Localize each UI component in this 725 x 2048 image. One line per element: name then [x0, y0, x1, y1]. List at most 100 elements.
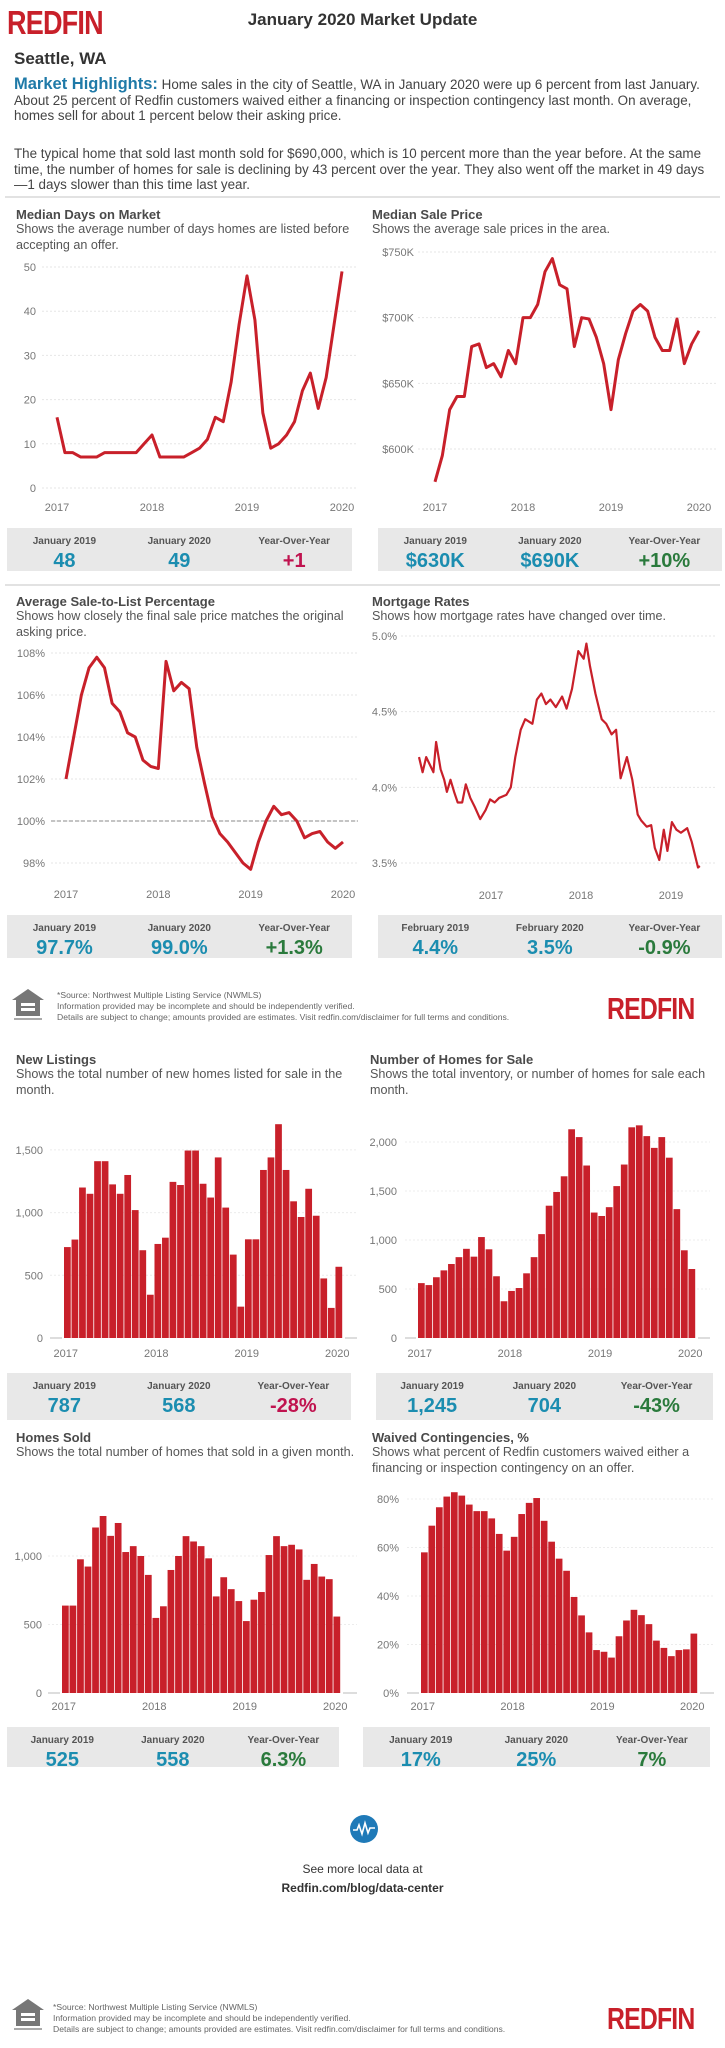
chart-subtitle: Shows how closely the final sale price m…	[16, 609, 344, 639]
data-center-pulse-icon[interactable]	[350, 1815, 378, 1843]
bar	[428, 1525, 436, 1693]
bar	[643, 1136, 651, 1338]
stat-label: January 2020	[504, 1735, 569, 1746]
stat-value: 704	[527, 1395, 562, 1417]
y-tick-label: 98%	[23, 858, 45, 870]
bar	[525, 1502, 533, 1693]
bar	[335, 1266, 343, 1338]
bar	[675, 1650, 683, 1693]
stat-value: 25%	[516, 1749, 557, 1771]
y-tick-label: 3.5%	[372, 858, 397, 870]
bar	[635, 1125, 643, 1338]
chart-title: Homes Sold	[16, 1430, 92, 1445]
stat-value: 568	[162, 1395, 196, 1417]
y-tick-label: $750K	[382, 247, 414, 259]
bar	[680, 1250, 688, 1338]
stat-year-over-year: Year-Over-Year -0.9%	[607, 915, 722, 960]
stat-value: -28%	[270, 1395, 317, 1417]
y-tick-label: 0	[36, 1688, 42, 1700]
bar	[86, 1193, 94, 1338]
bar	[69, 1605, 77, 1693]
stat-period: January 2019 787	[7, 1373, 122, 1418]
chart-subtitle: Shows what percent of Redfin customers w…	[372, 1445, 690, 1475]
y-tick-label: 60%	[377, 1543, 399, 1555]
bar	[590, 1212, 598, 1338]
chart-title: Number of Homes for Sale	[370, 1052, 534, 1067]
stats-box-homes-sold: January 2019 525 January 2020 558 Year-Over-…	[7, 1727, 339, 1771]
bar	[463, 1248, 470, 1338]
x-tick-label: 2020	[323, 1701, 347, 1713]
bar	[608, 1657, 615, 1693]
series-line	[433, 257, 701, 483]
y-tick-label: 102%	[17, 774, 45, 786]
bar	[448, 1264, 455, 1338]
chart-title: New Listings	[16, 1052, 97, 1067]
stat-label: January 2019	[32, 1381, 96, 1392]
y-tick-label: 1,500	[15, 1145, 43, 1157]
bar	[570, 1596, 578, 1693]
bar	[282, 1169, 290, 1338]
y-tick-label: 30	[24, 350, 36, 362]
stat-label: Year-Over-Year	[628, 536, 701, 547]
y-tick-label: 5.0%	[372, 631, 397, 643]
source-line: *Source: Northwest Multiple Listing Serv…	[57, 990, 262, 1000]
x-tick-label: 2019	[659, 890, 683, 902]
stats-box-new-listings: January 2019 787 January 2020 568 Year-Over-…	[7, 1373, 351, 1420]
stat-label: Year-Over-Year	[616, 1735, 688, 1746]
redfin-footer-logo[interactable]: REDFIN	[607, 991, 695, 1026]
stat-label: January 2019	[32, 923, 97, 934]
x-tick-label: 2019	[588, 1348, 612, 1360]
bar	[615, 1636, 623, 1693]
bar	[613, 1186, 621, 1338]
bar	[533, 1498, 540, 1693]
bar	[192, 1150, 199, 1338]
bar	[237, 1306, 245, 1338]
bar	[668, 1656, 675, 1693]
x-tick-label: 2018	[142, 1701, 166, 1713]
bar	[267, 1157, 275, 1338]
stat-period: January 2020 568	[122, 1373, 237, 1418]
bar	[229, 1254, 237, 1338]
x-tick-label: 2017	[52, 1701, 76, 1713]
bar	[658, 1137, 666, 1338]
stat-value: 99.0%	[150, 937, 208, 959]
stat-period: January 2020 25%	[479, 1727, 595, 1772]
chart-subtitle: Shows the average number of days homes a…	[16, 222, 350, 252]
bar	[421, 1552, 428, 1693]
bar	[99, 1515, 107, 1693]
bar	[205, 1558, 213, 1693]
bar	[79, 1187, 86, 1338]
equal-housing-opportunity-icon	[12, 1999, 44, 2030]
stat-period: February 2020 3.5%	[493, 915, 608, 960]
series-line	[417, 642, 701, 869]
bar	[320, 1278, 328, 1338]
bar	[660, 1647, 668, 1693]
y-tick-label: $700K	[382, 313, 414, 325]
stat-year-over-year: Year-Over-Year 7%	[594, 1727, 710, 1772]
stat-label: January 2020	[518, 536, 582, 547]
bar	[495, 1533, 503, 1693]
redfin-logo[interactable]: REDFIN	[7, 4, 104, 41]
redfin-footer-logo[interactable]: REDFIN	[607, 2001, 695, 2036]
stats-box-homes-for-sale: January 2019 1,245 January 2020 704 Year-Ove…	[376, 1373, 713, 1420]
x-tick-label: 2019	[235, 1348, 259, 1360]
y-tick-label: 104%	[17, 732, 45, 744]
bar	[244, 1239, 252, 1338]
bar	[575, 1137, 583, 1338]
stat-label: February 2020	[515, 923, 584, 934]
bar	[182, 1536, 190, 1693]
stat-period: January 2019 97.7%	[7, 915, 122, 960]
stat-year-over-year: Year-Over-Year 6.3%	[228, 1727, 339, 1772]
bar	[139, 1250, 147, 1338]
bar	[137, 1556, 145, 1693]
chart-subtitle: Shows the total number of new homes list…	[16, 1067, 343, 1097]
chart-6	[48, 1515, 357, 1694]
stat-period: January 2019 $630K	[378, 528, 493, 573]
city-name: Seattle, WA	[14, 49, 107, 68]
data-center-link[interactable]: Redfin.com/blog/data-center	[281, 1881, 444, 1895]
x-tick-label: 2020	[680, 1701, 704, 1713]
bar	[288, 1544, 295, 1693]
chart-header-sale-to-list: Average Sale-to-List Percentage Shows ho…	[16, 594, 361, 640]
bar	[538, 1234, 545, 1338]
bar	[683, 1649, 690, 1693]
